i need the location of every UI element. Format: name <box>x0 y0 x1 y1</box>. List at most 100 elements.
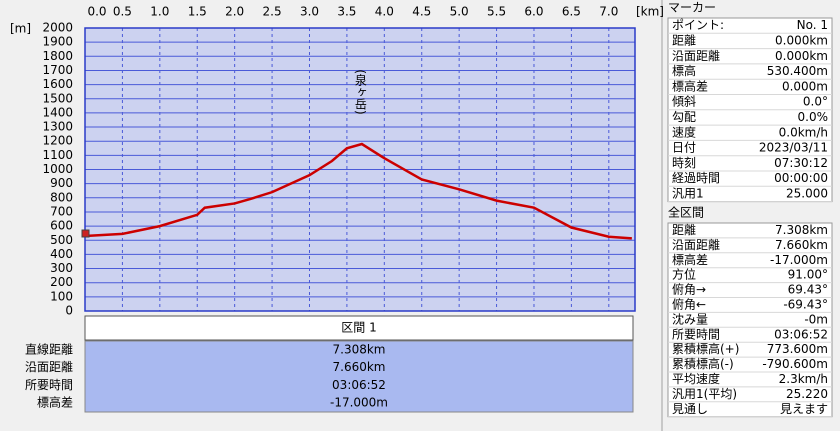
panel-value: 2.3km/h <box>779 372 828 386</box>
panel-label: 時刻 <box>672 156 696 170</box>
annotation: (泉ヶ岳) <box>353 69 367 114</box>
x-tick-label: 0.5 <box>113 5 132 19</box>
panel-label: 沈み量 <box>672 311 708 326</box>
panel-label: 傾斜 <box>672 95 696 109</box>
panel-label: ポイント: <box>672 18 724 32</box>
x-tick-label: 5.5 <box>487 5 506 19</box>
panel-label: 累積標高(-) <box>672 356 734 371</box>
y-tick-label: 1500 <box>42 91 73 105</box>
panel-value: -17.000m <box>770 253 828 267</box>
start-marker <box>81 229 90 238</box>
panel-value: -0m <box>804 312 828 326</box>
panel-value: 7.660km <box>775 238 828 252</box>
panel-label: 見通し <box>672 402 708 416</box>
panel-value: 00:00:00 <box>774 171 828 185</box>
panel-label: 速度 <box>672 124 696 139</box>
table-header-box <box>84 315 634 341</box>
row-label: 直線距離 <box>25 342 73 357</box>
y-tick-label: 1600 <box>42 77 73 91</box>
panel-label: 標高差 <box>672 78 708 93</box>
panel-value: 69.43° <box>788 283 828 297</box>
panel-label: 累積標高(+) <box>672 341 739 356</box>
y-tick-label: 900 <box>50 176 73 190</box>
x-tick-label: 2.5 <box>263 5 282 19</box>
x-tick-label: 0.0 <box>87 5 106 19</box>
x-tick-label: 3.0 <box>300 5 319 19</box>
panel-value: 0.000m <box>782 79 828 93</box>
y-tick-label: 1300 <box>42 120 73 134</box>
x-tick-label: 7.0 <box>599 5 618 19</box>
y-tick-label: 0 <box>65 304 73 318</box>
row-value: 03:06:52 <box>332 378 386 392</box>
panel-value: 25.000 <box>786 186 828 200</box>
row-label: 所要時間 <box>25 378 73 392</box>
y-tick-label: 1100 <box>42 148 73 162</box>
y-tick-label: 2000 <box>42 21 73 35</box>
y-tick-label: 200 <box>50 275 73 289</box>
panel-value: 91.00° <box>788 268 828 282</box>
panel-value: No. 1 <box>797 18 828 32</box>
table-body <box>84 340 634 413</box>
panel-label: 俯角→ <box>672 282 706 297</box>
panel-value: 0.0km/h <box>779 125 828 139</box>
panel-label: 汎用1(平均) <box>672 387 737 401</box>
y-tick-label: 1200 <box>42 134 73 148</box>
panel-value: 03:06:52 <box>774 327 828 341</box>
elevation-line <box>84 142 632 240</box>
x-tick-label: 2.0 <box>225 5 244 19</box>
panel-label: 方位 <box>672 267 696 282</box>
panel-value: 07:30:12 <box>774 156 828 170</box>
panel-value: 0.000km <box>775 33 828 47</box>
panel-value: 2023/03/11 <box>759 141 828 155</box>
panel-title: マーカー <box>668 1 716 15</box>
panel-value: 0.0° <box>803 95 828 109</box>
panel-value: 7.308km <box>775 223 828 237</box>
panel-title: 全区間 <box>668 205 704 220</box>
panel-value: 0.000km <box>775 49 828 63</box>
panel-label: 距離 <box>672 33 696 47</box>
row-value: 7.660km <box>333 360 386 374</box>
panel-value: -790.600m <box>762 357 828 371</box>
panel-label: 経過時間 <box>672 171 720 185</box>
panel-value: 773.600m <box>767 342 828 356</box>
panel-label: 俯角← <box>672 296 706 311</box>
panel-value: 25.220 <box>786 387 828 401</box>
panel-label: 平均速度 <box>672 371 720 386</box>
row-value: 7.308km <box>333 343 386 357</box>
panel-label: 汎用1 <box>672 186 704 200</box>
panel-label: 勾配 <box>672 110 696 124</box>
panel-label: 沿面距離 <box>672 238 720 252</box>
x-tick-label: 6.0 <box>524 5 543 19</box>
panel-value: 530.400m <box>767 64 828 78</box>
panel-label: 距離 <box>672 223 696 237</box>
panel-label: 沿面距離 <box>672 49 720 63</box>
row-label: 沿面距離 <box>25 360 73 374</box>
panel-label: 標高 <box>672 63 696 78</box>
row-label: 標高差 <box>37 395 73 410</box>
y-tick-label: 1800 <box>42 49 73 63</box>
panel-title-bar <box>664 0 838 16</box>
panel-label: 日付 <box>672 141 696 155</box>
y-tick-label: 100 <box>50 289 73 303</box>
panel-title-bar <box>664 205 838 221</box>
y-axis-label: [m] <box>10 22 31 36</box>
x-tick-label: 3.5 <box>337 5 356 19</box>
panel-body <box>667 222 833 418</box>
panel-value: -69.43° <box>783 297 828 311</box>
x-tick-label: 1.5 <box>188 5 207 19</box>
y-tick-label: 600 <box>50 219 73 233</box>
y-tick-label: 400 <box>50 247 73 261</box>
y-tick-label: 300 <box>50 261 73 275</box>
y-tick-label: 700 <box>50 204 73 218</box>
panel-value: 0.0% <box>798 110 829 124</box>
x-tick-label: 4.0 <box>375 5 394 19</box>
y-tick-label: 500 <box>50 233 73 247</box>
table-header: 区間 1 <box>341 321 376 335</box>
panel-label: 標高差 <box>672 252 708 267</box>
panel-value: 見えます <box>780 402 828 416</box>
y-tick-label: 1400 <box>42 105 73 119</box>
y-tick-label: 800 <box>50 190 73 204</box>
x-tick-label: 1.0 <box>150 5 169 19</box>
